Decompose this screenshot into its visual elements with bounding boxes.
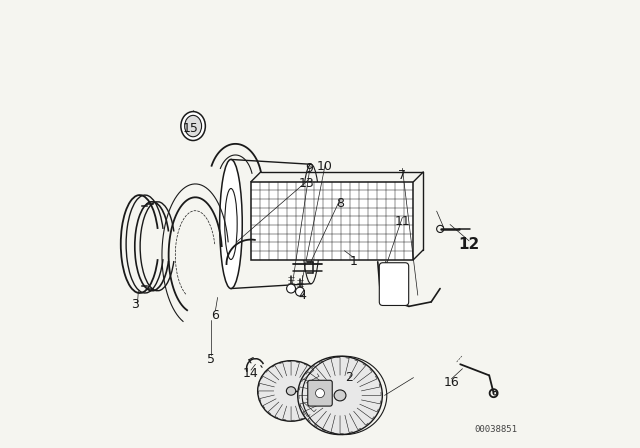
Text: 13: 13 — [299, 177, 314, 190]
Text: 00038851: 00038851 — [474, 425, 517, 434]
Ellipse shape — [185, 116, 202, 137]
Text: 2: 2 — [345, 371, 353, 384]
Text: 15: 15 — [183, 122, 199, 135]
Ellipse shape — [286, 387, 296, 395]
Text: 10: 10 — [317, 159, 332, 172]
Circle shape — [296, 287, 305, 296]
Text: 14: 14 — [243, 366, 259, 379]
Ellipse shape — [181, 112, 205, 141]
Ellipse shape — [258, 361, 324, 421]
Text: 12: 12 — [458, 237, 480, 251]
Text: 3: 3 — [131, 297, 139, 310]
FancyBboxPatch shape — [308, 380, 332, 406]
Text: 11: 11 — [394, 215, 410, 228]
Text: 8: 8 — [336, 198, 344, 211]
Text: 1: 1 — [349, 255, 357, 268]
Text: 7: 7 — [398, 168, 406, 181]
Text: 16: 16 — [444, 375, 460, 388]
Ellipse shape — [225, 189, 237, 259]
Circle shape — [316, 389, 324, 398]
Ellipse shape — [298, 356, 382, 435]
Ellipse shape — [220, 159, 243, 289]
Text: 9: 9 — [305, 162, 313, 175]
Text: 4: 4 — [298, 289, 306, 302]
Text: 6: 6 — [211, 309, 220, 322]
FancyBboxPatch shape — [380, 263, 409, 306]
Text: 5: 5 — [207, 353, 215, 366]
Bar — [251, 182, 413, 260]
Ellipse shape — [334, 390, 346, 401]
Circle shape — [287, 284, 296, 293]
